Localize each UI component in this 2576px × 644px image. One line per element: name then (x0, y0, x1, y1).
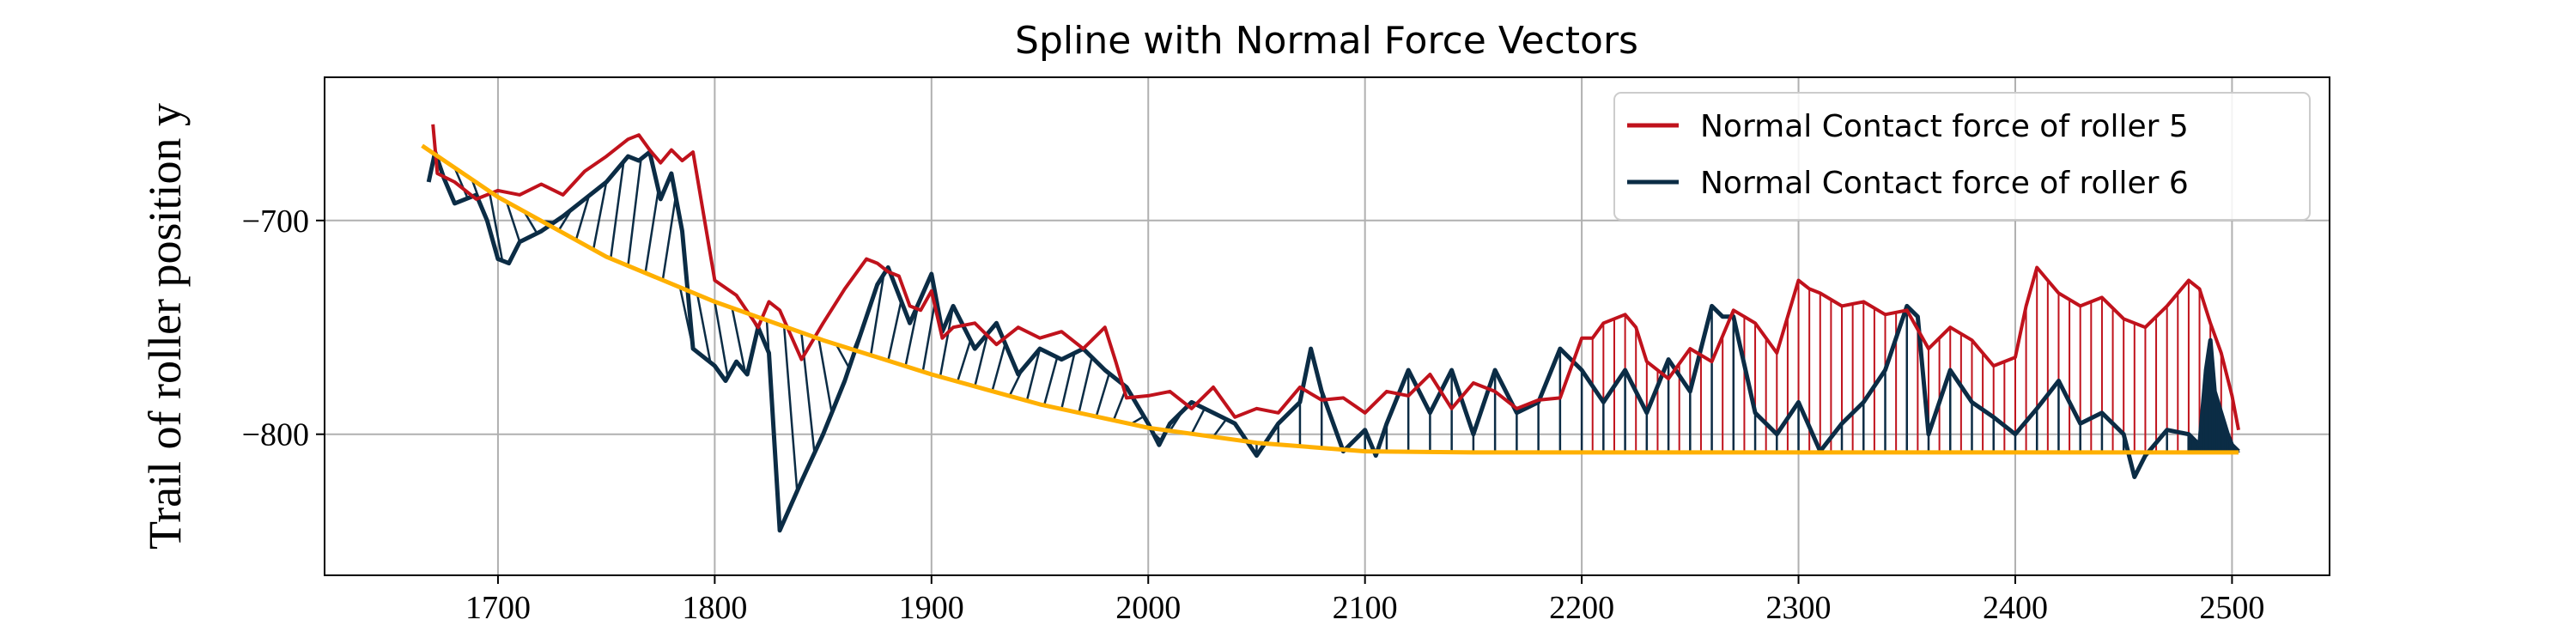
force-vector-roller6 (1078, 356, 1093, 414)
series-lines (421, 124, 2240, 533)
force-vector-roller6 (505, 201, 521, 243)
force-vector-roller6 (592, 181, 608, 250)
force-vector-roller6 (1025, 348, 1042, 401)
force-vector-roller6 (1190, 408, 1206, 434)
x-tick-label: 2400 (1983, 590, 2048, 626)
x-tick-label: 2500 (2199, 590, 2264, 626)
y-tick-label: −700 (242, 204, 309, 240)
force-vector-roller6 (782, 325, 799, 492)
series-line-roller5 (431, 124, 2240, 431)
series-line-roller6 (426, 149, 2240, 533)
x-tick-label: 2300 (1766, 590, 1832, 626)
force-vector-roller6 (817, 338, 833, 414)
x-tick-label: 2100 (1333, 590, 1398, 626)
y-tick-label: −800 (242, 417, 309, 453)
force-vector-roller6 (904, 303, 920, 367)
x-tick-label: 1900 (899, 590, 964, 626)
force-vector-roller6 (956, 339, 972, 382)
force-vector-roller6 (627, 158, 642, 266)
x-tick-label: 2000 (1115, 590, 1181, 626)
force-vector-roller6 (921, 296, 938, 373)
force-vector-roller6 (731, 307, 746, 373)
force-vector-roller6 (1042, 356, 1059, 406)
force-vector-roller6 (488, 191, 504, 261)
force-vector-roller6 (453, 167, 469, 199)
force-vector-roller6 (835, 343, 850, 369)
force-vector-roller6 (869, 274, 885, 355)
legend-box (1613, 92, 2311, 221)
force-vector-roller6 (609, 161, 625, 259)
force-vector-roller6 (974, 332, 989, 387)
force-vector-roller6 (887, 301, 902, 361)
spline-curve (421, 143, 2239, 455)
force-vector-roller6 (574, 195, 591, 240)
x-tick-label: 1700 (465, 590, 531, 626)
force-vector-roller6 (1095, 373, 1111, 417)
force-vector-roller6 (644, 189, 659, 274)
force-vector-roller6 (696, 294, 712, 363)
x-tick-label: 2200 (1549, 590, 1614, 626)
force-vector-roller6 (661, 196, 677, 281)
force-vector-roller6 (1212, 418, 1228, 438)
plot-frame (324, 76, 2330, 576)
legend: Normal Contact force of roller 5 Normal … (1613, 92, 2311, 221)
y-axis-label: Trail of roller position y (139, 103, 191, 550)
chart-title: Spline with Normal Force Vectors (1015, 19, 1638, 63)
x-tick-label: 1800 (682, 590, 747, 626)
force-vector-roller6 (714, 301, 729, 378)
force-vector-roller6 (939, 306, 955, 378)
legend-label-roller6: Normal Contact force of roller 6 (1700, 166, 2189, 201)
force-vector-roller6 (1060, 352, 1076, 410)
force-vector-roller6 (991, 343, 1006, 392)
legend-label-roller5: Normal Contact force of roller 5 (1700, 109, 2189, 144)
axis-ticks: 1700 1800 1900 2000 2100 2200 2300 2400 2500 −700… (242, 204, 2265, 626)
force-vector-roller6 (523, 210, 538, 234)
